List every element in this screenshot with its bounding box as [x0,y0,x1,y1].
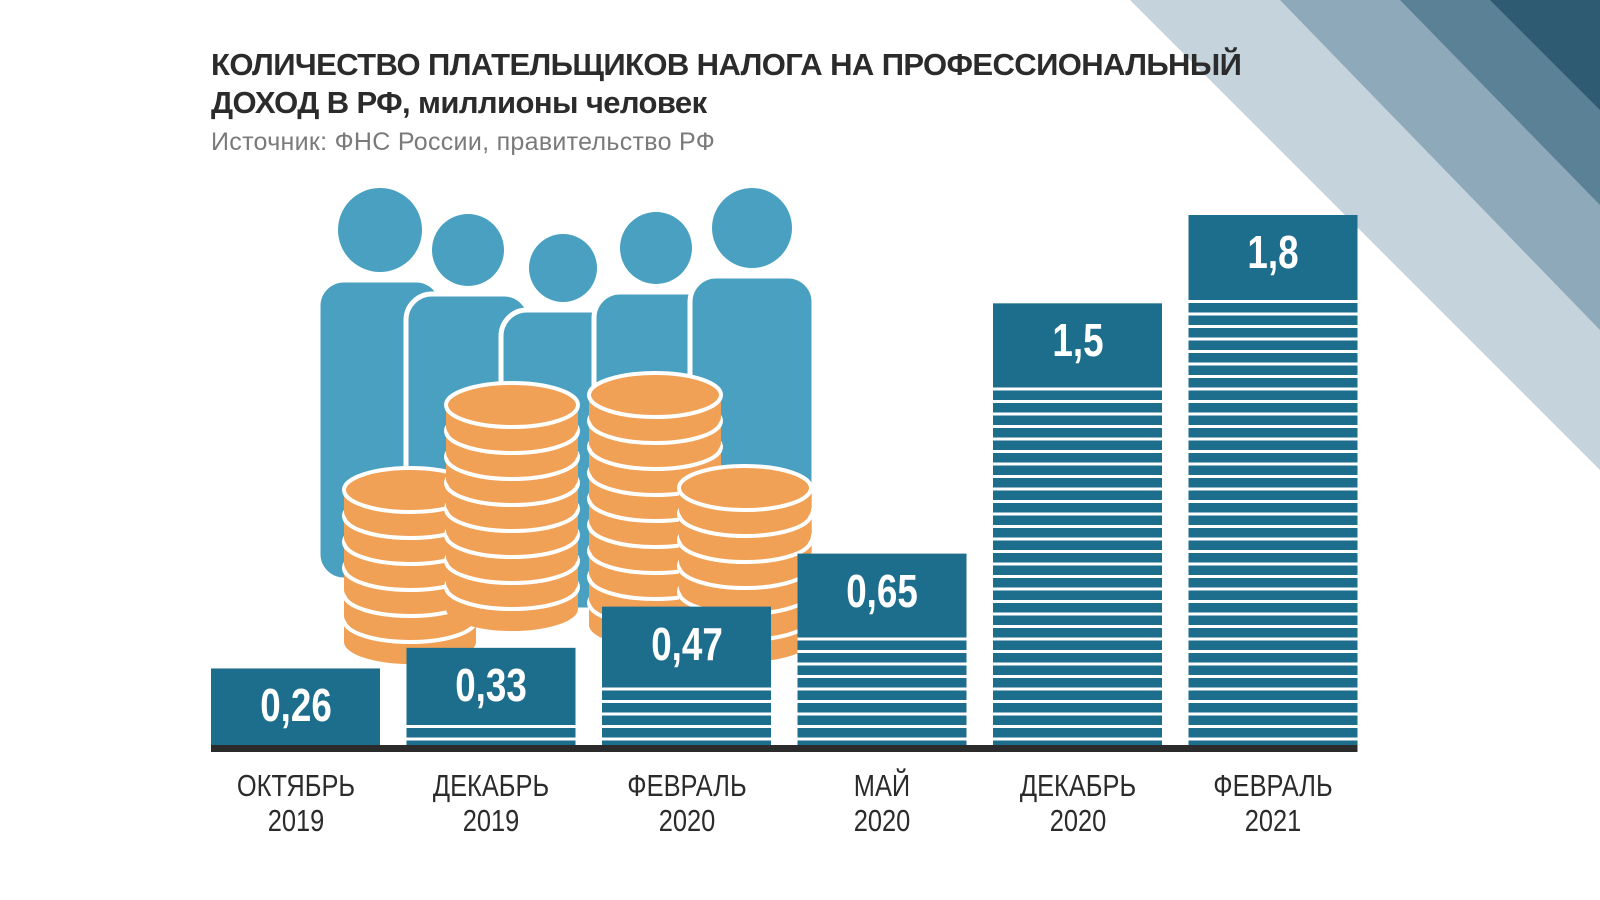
value-label: 0,47 [650,617,723,670]
x-tick-label: ФЕВРАЛЬ 2021 [1213,768,1333,838]
x-tick-label: ДЕКАБРЬ 2019 [432,768,550,838]
bars [211,215,1358,752]
bar-stripes [602,683,771,745]
chart-subtitle: Источник: ФНС России, правительство РФ [211,128,716,156]
value-label: 1,8 [1247,226,1299,278]
bar-stripes [993,380,1162,745]
coin-top [677,464,813,512]
person-head [338,188,422,272]
person-head [529,234,597,302]
value-label: 1,5 [1051,314,1104,367]
value-label: 0,33 [455,658,527,711]
coin-top [587,371,723,419]
person-head [620,212,692,284]
bar-stripes [797,630,967,745]
illustration [315,188,817,664]
person-head [712,188,792,268]
x-tick-label: ОКТЯБРЬ 2019 [236,768,355,838]
x-tick-label: ДЕКАБРЬ 2020 [1019,768,1136,838]
coin-top [444,381,580,429]
value-label: 0,26 [259,679,332,732]
baseline [211,745,1358,752]
value-label: 0,65 [846,564,918,617]
bar-stripes [406,724,576,745]
background-stripes [1130,0,1600,470]
bar-stripes [1188,292,1358,745]
chart-title: КОЛИЧЕСТВО ПЛАТЕЛЬЩИКОВ НАЛОГА НА ПРОФЕС… [211,47,1242,120]
x-tick-label: ФЕВРАЛЬ 2020 [626,768,747,838]
bar [211,668,380,745]
x-tick-label: МАЙ 2020 [853,768,911,838]
person-head [432,214,504,286]
